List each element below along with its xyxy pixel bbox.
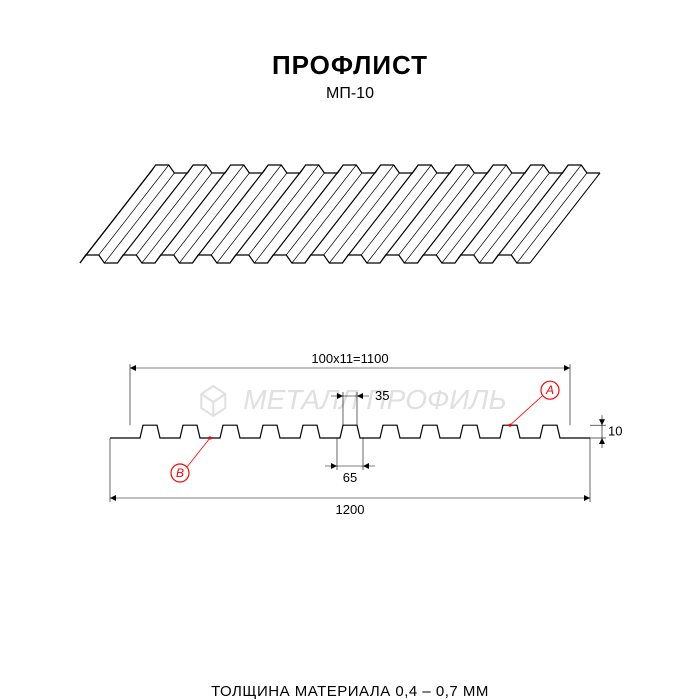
svg-text:100x11=1100: 100x11=1100 (311, 351, 388, 366)
cross-section-drawing: 100x11=1100 35 65 10 1200 A B (70, 338, 630, 523)
page: ПРОФЛИСТ МП-10 МЕТАЛЛ ПРОФИЛЬ 100x11=110… (0, 50, 700, 700)
svg-text:A: A (545, 383, 554, 397)
svg-text:B: B (176, 466, 184, 480)
svg-text:10: 10 (608, 424, 622, 439)
perspective-drawing (70, 133, 630, 278)
svg-text:35: 35 (375, 388, 389, 403)
page-subtitle: МП-10 (0, 85, 700, 103)
svg-text:65: 65 (343, 470, 357, 485)
footer-text: ТОЛЩИНА МАТЕРИАЛА 0,4 – 0,7 ММ (0, 683, 700, 700)
svg-text:1200: 1200 (336, 502, 365, 517)
page-title: ПРОФЛИСТ (0, 50, 700, 81)
